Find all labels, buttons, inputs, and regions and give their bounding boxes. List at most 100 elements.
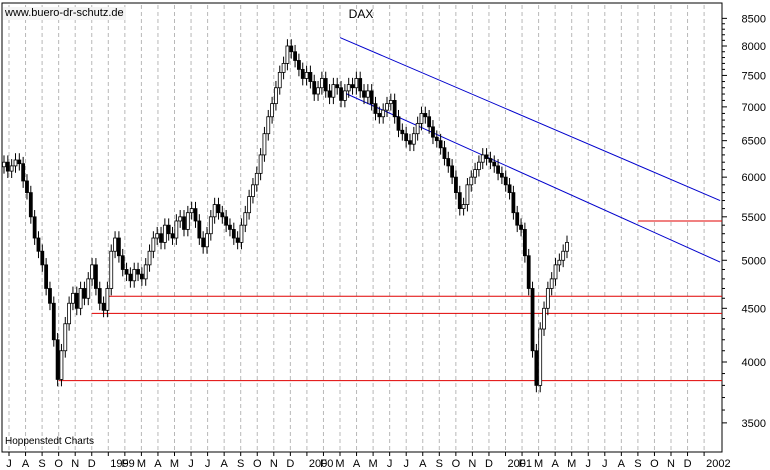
candle-body	[549, 278, 554, 289]
candle-body	[373, 103, 378, 114]
x-tick-label: 2000	[309, 458, 333, 470]
x-tick-label: O	[253, 458, 262, 470]
candle-body	[457, 192, 462, 210]
candle-body	[178, 216, 183, 222]
candle-body	[193, 208, 198, 222]
candle-body	[427, 116, 432, 128]
candle-body	[235, 237, 240, 243]
candle-body	[304, 71, 309, 79]
candle-body	[415, 123, 420, 135]
x-tick-label: M	[137, 458, 146, 470]
candle-body	[105, 288, 110, 311]
x-tick-label: J	[586, 458, 592, 470]
candle-body	[166, 224, 171, 235]
candle-body	[538, 328, 543, 386]
candle-body	[90, 264, 94, 280]
candles	[2, 39, 569, 393]
candle-body	[189, 208, 194, 214]
candle-body	[461, 204, 466, 210]
candle-body	[247, 196, 252, 214]
candle-body	[319, 78, 324, 89]
support-lines	[58, 220, 722, 382]
x-tick-label: O	[452, 458, 461, 470]
candle-body	[522, 229, 527, 257]
channel-lower-line	[339, 90, 721, 263]
candle-body	[385, 103, 389, 111]
source-label: Hoppenstedt Charts	[5, 436, 94, 447]
candle-body	[239, 224, 244, 243]
candle-body	[113, 237, 117, 252]
candle-body	[358, 78, 363, 92]
candle-body	[553, 264, 558, 280]
x-tick-label: D	[286, 458, 294, 470]
candle-body	[97, 288, 102, 304]
candle-body	[316, 87, 320, 95]
candle-body	[208, 216, 213, 235]
chart-title: DAX	[348, 7, 374, 21]
y-tick-label: 4000	[742, 357, 766, 369]
candle-body	[381, 109, 386, 118]
candle-body	[254, 172, 259, 186]
candle-body	[392, 100, 397, 118]
candle-body	[496, 165, 500, 174]
candle-body	[534, 350, 539, 386]
candle-body	[312, 81, 317, 95]
candle-body	[454, 176, 458, 194]
candle-body	[431, 126, 435, 138]
x-tick-label: 2002	[706, 458, 730, 470]
plot-frame	[1, 2, 723, 453]
x-tick-label: A	[22, 458, 30, 470]
y-axis: 3500 4000 4500 5000 5500 6000 6500 7000 7500 8000…	[722, 13, 766, 430]
x-tick-label: M	[567, 458, 576, 470]
x-tick-label: 1999	[110, 458, 134, 470]
x-tick-label: A	[154, 458, 162, 470]
plot-border	[1, 2, 723, 453]
candle-body	[285, 45, 290, 64]
x-tick-label: N	[468, 458, 476, 470]
candle-body	[220, 212, 225, 218]
candle-body	[17, 159, 22, 165]
candle-body	[147, 250, 152, 266]
x-tick-label: F	[519, 458, 526, 470]
candle-body	[40, 250, 45, 266]
candle-body	[205, 233, 209, 248]
candle-body	[526, 255, 531, 289]
candle-body	[480, 154, 485, 163]
y-tick-label: 6500	[742, 136, 766, 148]
candle-body	[545, 288, 550, 309]
candle-body	[74, 292, 79, 309]
candle-body	[511, 192, 516, 214]
candle-body	[507, 184, 512, 194]
candle-body	[293, 51, 297, 61]
candle-body	[350, 84, 355, 89]
candle-body	[323, 78, 328, 92]
y-tick-label: 7000	[742, 102, 766, 114]
grid	[8, 5, 705, 452]
candle-body	[162, 224, 167, 243]
watermark: www.buero-dr-schutz.de	[3, 7, 126, 20]
candle-body	[396, 116, 401, 131]
candle-body	[404, 133, 409, 142]
candle-body	[182, 216, 186, 230]
candle-body	[473, 169, 477, 178]
candle-body	[484, 154, 489, 159]
candle-body	[438, 140, 443, 149]
candle-body	[488, 158, 493, 163]
x-tick-label: A	[618, 458, 626, 470]
x-tick-label: A	[353, 458, 361, 470]
y-tick-label: 8000	[742, 41, 766, 53]
candle-body	[2, 161, 6, 168]
candle-body	[515, 212, 520, 226]
candle-body	[139, 273, 144, 280]
y-tick-label: 3500	[742, 418, 766, 430]
candle-body	[308, 71, 313, 82]
candle-body	[411, 133, 416, 145]
candle-body	[492, 161, 497, 167]
candle-body	[530, 288, 535, 352]
candle-body	[63, 323, 68, 352]
candle-body	[44, 264, 49, 289]
candle-body	[327, 90, 332, 98]
candle-body	[277, 71, 282, 89]
y-tick-label: 5000	[742, 255, 766, 267]
x-tick-label: J	[6, 458, 12, 470]
